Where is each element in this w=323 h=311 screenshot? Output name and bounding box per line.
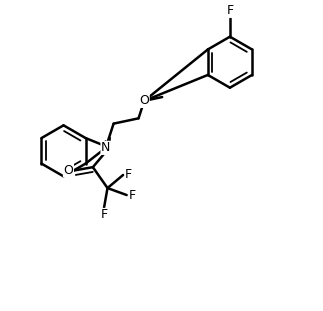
Text: F: F [125,169,132,181]
Text: F: F [226,4,234,17]
Text: O: O [139,94,149,107]
Text: O: O [64,164,73,177]
Text: F: F [129,188,136,202]
Text: F: F [100,208,108,221]
Text: N: N [101,142,110,154]
